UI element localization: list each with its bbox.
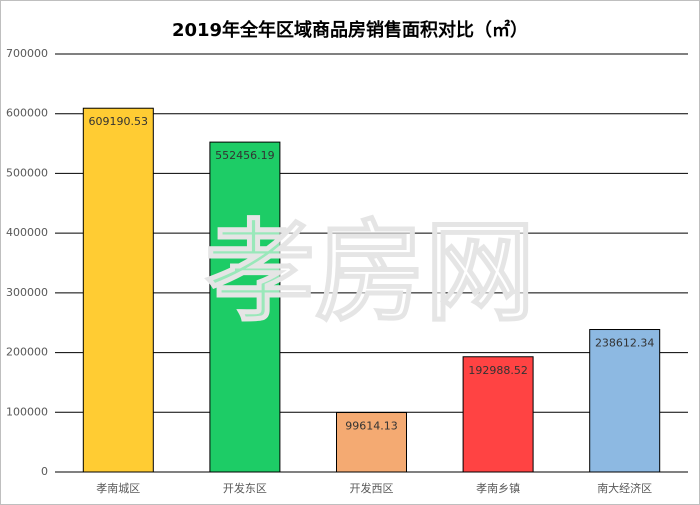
y-tick-label: 700000 bbox=[6, 47, 48, 60]
y-tick-label: 200000 bbox=[6, 346, 48, 359]
value-label: 609190.53 bbox=[89, 115, 149, 128]
y-tick-label: 500000 bbox=[6, 166, 48, 179]
value-label: 552456.19 bbox=[215, 149, 275, 162]
value-label: 238612.34 bbox=[595, 337, 655, 350]
y-tick-label: 600000 bbox=[6, 107, 48, 120]
y-tick-label: 100000 bbox=[6, 405, 48, 418]
x-tick-label: 孝南乡镇 bbox=[476, 481, 520, 495]
y-tick-label: 400000 bbox=[6, 226, 48, 239]
bar bbox=[209, 141, 281, 473]
bar bbox=[82, 107, 154, 473]
x-tick-label: 南大经济区 bbox=[597, 481, 652, 495]
bar bbox=[589, 329, 661, 473]
x-tick-label: 开发西区 bbox=[350, 481, 394, 495]
watermark: 孝房网 bbox=[205, 208, 535, 336]
chart-title: 2019年全年区域商品房销售面积对比（㎡） bbox=[172, 19, 528, 41]
bar bbox=[336, 412, 407, 473]
bar bbox=[462, 356, 534, 473]
x-tick-label: 开发东区 bbox=[223, 481, 267, 495]
x-tick-label: 孝南城区 bbox=[96, 482, 140, 495]
y-tick-label: 300000 bbox=[6, 286, 48, 299]
value-label: 99614.13 bbox=[345, 420, 398, 433]
value-label: 192988.52 bbox=[468, 364, 528, 377]
y-tick-label: 0 bbox=[41, 465, 48, 478]
